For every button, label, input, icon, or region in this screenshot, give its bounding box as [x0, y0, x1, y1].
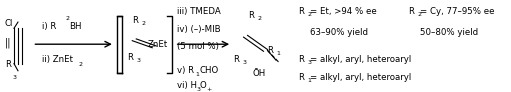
Text: BH: BH [69, 22, 81, 31]
Text: R: R [234, 55, 240, 64]
Text: (5 mol %): (5 mol %) [177, 42, 219, 51]
Text: 3: 3 [308, 60, 311, 65]
Text: R: R [298, 55, 305, 64]
Text: R: R [298, 7, 305, 16]
Text: ii) ZnEt: ii) ZnEt [42, 55, 74, 64]
Text: 2: 2 [258, 16, 262, 21]
Text: 63–90% yield: 63–90% yield [310, 28, 368, 37]
Text: iv) (–)-MIB: iv) (–)-MIB [177, 25, 221, 34]
Text: 3: 3 [12, 75, 16, 80]
Text: 2: 2 [78, 62, 82, 67]
Text: 2: 2 [65, 16, 69, 21]
Text: R: R [5, 60, 11, 69]
Text: 2: 2 [417, 12, 421, 17]
Text: 3: 3 [196, 87, 200, 92]
Text: = alkyl, aryl, heteroaryl: = alkyl, aryl, heteroaryl [310, 72, 412, 82]
Text: 3: 3 [243, 60, 246, 65]
Text: vi) H: vi) H [177, 81, 197, 90]
Text: v) R: v) R [177, 66, 194, 75]
Text: R: R [248, 11, 254, 20]
Text: 1: 1 [276, 51, 280, 56]
Text: +: + [206, 87, 212, 92]
Text: R: R [298, 72, 305, 82]
Text: 1: 1 [196, 72, 199, 77]
Text: ZnEt: ZnEt [147, 40, 168, 49]
Text: O: O [200, 81, 206, 90]
Text: iii) TMEDA: iii) TMEDA [177, 7, 221, 16]
Text: 3: 3 [136, 58, 140, 63]
Text: 50–80% yield: 50–80% yield [420, 28, 478, 37]
Text: = Et, >94 % ee: = Et, >94 % ee [310, 7, 377, 16]
Text: R: R [127, 53, 133, 62]
Text: ||: || [5, 37, 11, 48]
Text: R: R [132, 16, 138, 25]
Text: CHO: CHO [200, 66, 219, 75]
Text: 1: 1 [308, 78, 311, 83]
Text: 2: 2 [141, 21, 145, 26]
Text: = Cy, 77–95% ee: = Cy, 77–95% ee [420, 7, 495, 16]
Text: ŌH: ŌH [252, 69, 265, 78]
Text: R: R [267, 46, 273, 55]
Text: i) R: i) R [42, 22, 57, 31]
Text: Cl: Cl [5, 19, 13, 28]
Text: R: R [408, 7, 414, 16]
Text: 2: 2 [308, 12, 311, 17]
Text: = alkyl, aryl, heteroaryl: = alkyl, aryl, heteroaryl [310, 55, 412, 64]
